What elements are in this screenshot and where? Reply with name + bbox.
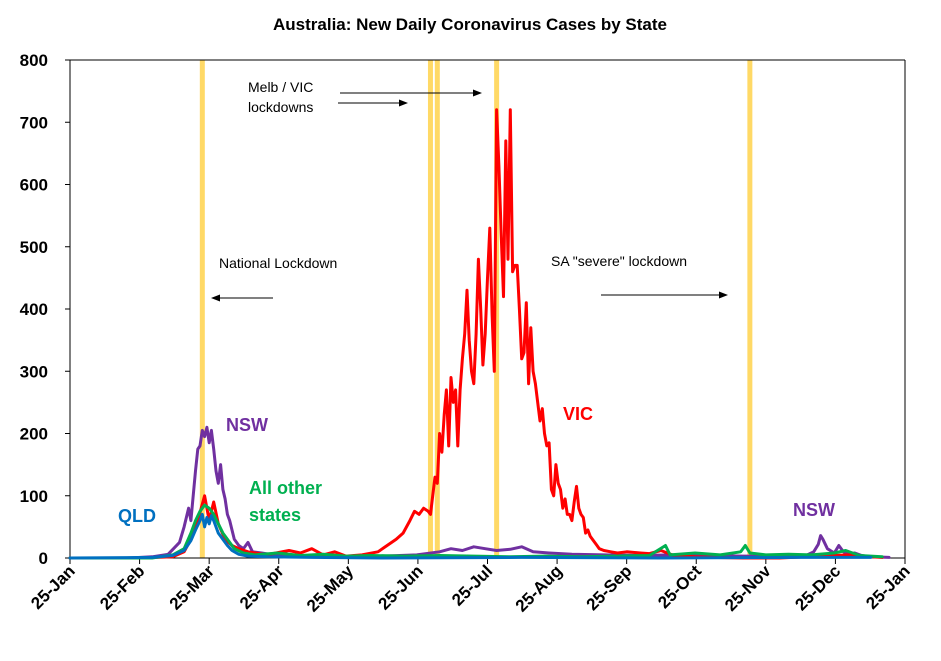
series-label-nsw-early: NSW: [226, 415, 268, 435]
y-tick-label: 600: [20, 176, 48, 195]
y-tick-label: 200: [20, 425, 48, 444]
x-tick-label: 25-Apr: [236, 561, 288, 613]
x-axis-ticks: 25-Jan 25-Feb 25-Mar 25-Apr 25-May 25-Jun 25-J…: [27, 558, 914, 616]
x-tick-label: 25-Feb: [96, 561, 148, 613]
chart-title: Australia: New Daily Coronavirus Cases b…: [273, 15, 667, 34]
series-label-nsw-late: NSW: [793, 500, 835, 520]
melb-arrow-1-head: [399, 99, 408, 107]
y-tick-label: 700: [20, 113, 48, 132]
x-tick-label: 25-Aug: [512, 561, 566, 615]
y-tick-label: 800: [20, 51, 48, 70]
annotation-sa-lockdown: SA "severe" lockdown: [551, 253, 687, 269]
x-tick-label: 25-Sep: [583, 561, 636, 614]
series-label-other-line2: states: [249, 505, 301, 525]
series-label-vic: VIC: [563, 404, 593, 424]
x-tick-label: 25-Oct: [654, 561, 705, 612]
annotation-melb-vic-line1: Melb / VIC: [248, 79, 313, 95]
x-tick-label: 25-Jul: [448, 561, 496, 609]
series-lines: [68, 108, 891, 560]
x-tick-label: 25-Jan: [27, 561, 79, 613]
series-line-qld: [68, 512, 873, 560]
y-tick-label: 400: [20, 300, 48, 319]
series-line-vic: [68, 108, 884, 560]
x-tick-label: 25-Jun: [375, 561, 427, 613]
sa-arrow-head: [719, 291, 728, 299]
series-line-all-other-states: [68, 503, 884, 560]
x-tick-label: 25-Dec: [791, 561, 844, 614]
national-arrow-head: [211, 294, 220, 302]
y-tick-label: 100: [20, 487, 48, 506]
y-tick-label: 0: [39, 549, 48, 568]
series-label-qld: QLD: [118, 506, 156, 526]
melb-arrow-2-head: [473, 89, 482, 97]
x-tick-label: 25-Nov: [721, 561, 775, 615]
y-tick-label: 500: [20, 238, 48, 257]
y-axis-ticks: 0 100 200 300 400 500 600 700 800: [20, 51, 70, 568]
x-tick-label: 25-Mar: [166, 561, 218, 613]
annotation-melb-vic-line2: lockdowns: [248, 99, 313, 115]
x-tick-label: 25-Jan: [862, 561, 914, 613]
y-tick-label: 300: [20, 362, 48, 381]
x-tick-label: 25-May: [303, 561, 358, 616]
series-label-other-line1: All other: [249, 478, 322, 498]
annotation-national-lockdown: National Lockdown: [219, 255, 337, 271]
